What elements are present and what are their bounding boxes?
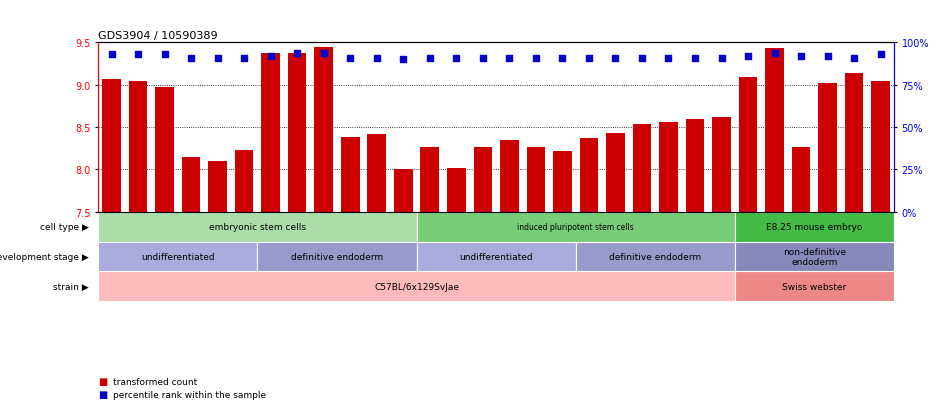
Bar bbox=[394, 169, 413, 212]
Point bbox=[237, 55, 252, 62]
Bar bbox=[235, 151, 254, 212]
Point bbox=[714, 55, 729, 62]
Bar bbox=[368, 135, 386, 212]
Text: transformed count: transformed count bbox=[113, 377, 197, 386]
Text: non-definitive
endoderm: non-definitive endoderm bbox=[782, 247, 846, 266]
Point bbox=[422, 55, 437, 62]
Bar bbox=[420, 147, 439, 212]
Bar bbox=[527, 147, 545, 212]
Point bbox=[529, 55, 544, 62]
Point bbox=[157, 52, 172, 59]
Text: C57BL/6x129SvJae: C57BL/6x129SvJae bbox=[374, 282, 459, 291]
Bar bbox=[633, 124, 651, 212]
Point bbox=[740, 54, 755, 60]
Point bbox=[555, 55, 570, 62]
Point bbox=[449, 55, 464, 62]
Bar bbox=[209, 161, 227, 212]
Bar bbox=[735, 272, 894, 301]
Point bbox=[502, 55, 517, 62]
Bar bbox=[766, 49, 783, 212]
Bar bbox=[659, 123, 678, 212]
Point bbox=[847, 55, 862, 62]
Text: ■: ■ bbox=[98, 389, 108, 399]
Text: E8.25 mouse embryo: E8.25 mouse embryo bbox=[767, 223, 862, 232]
Bar bbox=[98, 242, 257, 272]
Point bbox=[820, 54, 835, 60]
Point bbox=[290, 50, 305, 57]
Bar bbox=[155, 88, 174, 212]
Point bbox=[794, 54, 809, 60]
Point bbox=[873, 52, 888, 59]
Bar bbox=[98, 272, 735, 301]
Point bbox=[396, 57, 411, 64]
Point bbox=[316, 50, 331, 57]
Text: ■: ■ bbox=[98, 376, 108, 386]
Text: definitive endoderm: definitive endoderm bbox=[291, 252, 383, 261]
Point bbox=[263, 54, 278, 60]
Bar bbox=[500, 140, 519, 212]
Point bbox=[211, 55, 226, 62]
Point bbox=[475, 55, 490, 62]
Bar bbox=[261, 54, 280, 212]
Bar bbox=[257, 242, 417, 272]
Point bbox=[635, 55, 650, 62]
Bar bbox=[739, 78, 757, 212]
Bar bbox=[447, 169, 465, 212]
Text: percentile rank within the sample: percentile rank within the sample bbox=[113, 389, 267, 399]
Text: induced pluripotent stem cells: induced pluripotent stem cells bbox=[518, 223, 634, 232]
Bar bbox=[735, 212, 894, 242]
Bar bbox=[474, 147, 492, 212]
Point bbox=[687, 55, 702, 62]
Bar bbox=[579, 139, 598, 212]
Bar bbox=[288, 55, 306, 212]
Bar bbox=[314, 47, 333, 212]
Text: cell type ▶: cell type ▶ bbox=[40, 223, 89, 232]
Bar bbox=[735, 242, 894, 272]
Bar bbox=[576, 242, 735, 272]
Bar bbox=[845, 74, 863, 212]
Bar bbox=[818, 84, 837, 212]
Bar bbox=[553, 152, 572, 212]
Bar bbox=[341, 138, 359, 212]
Text: definitive endoderm: definitive endoderm bbox=[609, 252, 701, 261]
Text: undifferentiated: undifferentiated bbox=[141, 252, 214, 261]
Text: undifferentiated: undifferentiated bbox=[460, 252, 533, 261]
Point bbox=[343, 55, 358, 62]
Bar bbox=[417, 212, 735, 242]
Text: Swiss webster: Swiss webster bbox=[782, 282, 846, 291]
Bar bbox=[792, 147, 811, 212]
Bar bbox=[129, 82, 147, 212]
Bar bbox=[871, 81, 890, 212]
Point bbox=[131, 52, 146, 59]
Text: GDS3904 / 10590389: GDS3904 / 10590389 bbox=[98, 31, 218, 41]
Point bbox=[104, 52, 119, 59]
Text: development stage ▶: development stage ▶ bbox=[0, 252, 89, 261]
Point bbox=[608, 55, 623, 62]
Point bbox=[183, 55, 198, 62]
Point bbox=[370, 55, 385, 62]
Point bbox=[581, 55, 596, 62]
Bar bbox=[712, 118, 731, 212]
Bar bbox=[98, 212, 417, 242]
Text: embryonic stem cells: embryonic stem cells bbox=[209, 223, 306, 232]
Text: strain ▶: strain ▶ bbox=[53, 282, 89, 291]
Bar bbox=[607, 134, 624, 212]
Bar bbox=[686, 119, 704, 212]
Bar bbox=[102, 80, 121, 212]
Bar bbox=[417, 242, 576, 272]
Point bbox=[768, 50, 782, 57]
Bar bbox=[182, 157, 200, 212]
Point bbox=[661, 55, 676, 62]
